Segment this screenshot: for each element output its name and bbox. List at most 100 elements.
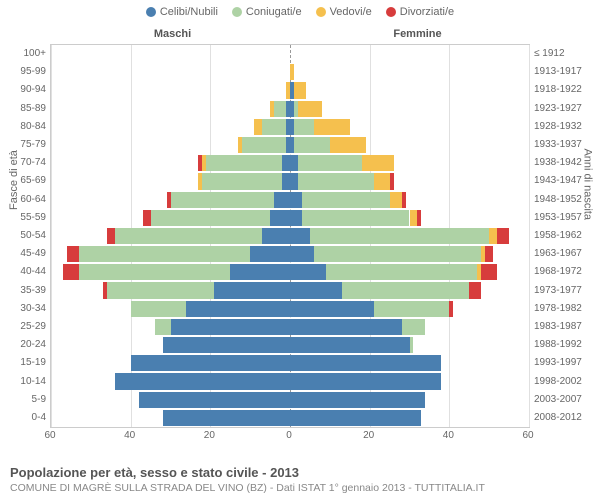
age-label: 60-64 (20, 192, 46, 208)
bar-segment-male (282, 155, 290, 171)
bar-segment-female (294, 137, 330, 153)
bar-segment-male (115, 373, 290, 389)
legend-swatch (316, 7, 326, 17)
bar-segment-male (107, 228, 115, 244)
bar-segment-female (485, 246, 493, 262)
pyramid-row: 30-341978-1982 (51, 300, 529, 318)
legend-label: Celibi/Nubili (160, 6, 218, 18)
bar-segment-male (274, 101, 286, 117)
bar-segment-male (214, 282, 290, 298)
bar-segment-female (342, 282, 469, 298)
legend-item: Celibi/Nubili (146, 6, 218, 18)
pyramid-row: 50-541958-1962 (51, 227, 529, 245)
pyramid-row: 0-42008-2012 (51, 409, 529, 427)
legend-label: Vedovi/e (330, 6, 372, 18)
birth-label: 1993-1997 (534, 355, 582, 371)
age-label: 65-69 (20, 173, 46, 189)
age-label: 75-79 (20, 137, 46, 153)
bar-segment-female (290, 282, 342, 298)
bar-segment-male (163, 410, 290, 426)
bar-segment-male (262, 119, 286, 135)
age-label: 80-84 (20, 119, 46, 135)
bar-segment-male (242, 137, 286, 153)
birth-label: 1913-1917 (534, 64, 582, 80)
bar-segment-female (449, 301, 453, 317)
birth-label: 2003-2007 (534, 392, 582, 408)
bar-segment-female (314, 246, 481, 262)
x-tick: 60 (44, 430, 55, 441)
bar-segment-male (103, 282, 107, 298)
age-label: 100+ (23, 46, 46, 62)
footer-title: Popolazione per età, sesso e stato civil… (10, 465, 590, 480)
footer: Popolazione per età, sesso e stato civil… (10, 465, 590, 494)
birth-label: 1923-1927 (534, 101, 582, 117)
bar-segment-female (290, 392, 425, 408)
x-tick: 60 (522, 430, 533, 441)
pyramid-row: 15-191993-1997 (51, 354, 529, 372)
bar-segment-female (310, 228, 489, 244)
birth-label: 1963-1967 (534, 246, 582, 262)
pyramid-row: 10-141998-2002 (51, 372, 529, 390)
bar-segment-male (155, 319, 171, 335)
bar-segment-male (171, 192, 275, 208)
legend-swatch (232, 7, 242, 17)
chart-container: Celibi/NubiliConiugati/eVedovi/eDivorzia… (0, 0, 600, 500)
x-tick: 20 (363, 430, 374, 441)
grid-line (529, 45, 530, 427)
pyramid-row: 35-391973-1977 (51, 281, 529, 299)
bar-segment-female (290, 410, 421, 426)
x-tick: 40 (124, 430, 135, 441)
bar-segment-female (326, 264, 477, 280)
bar-segment-male (198, 173, 202, 189)
age-label: 50-54 (20, 228, 46, 244)
pyramid-row: 60-641948-1952 (51, 191, 529, 209)
birth-label: 1918-1922 (534, 82, 582, 98)
bar-segment-female (298, 155, 362, 171)
bar-segment-male (262, 228, 290, 244)
bar-segment-male (63, 264, 79, 280)
birth-label: 1978-1982 (534, 301, 582, 317)
legend: Celibi/NubiliConiugati/eVedovi/eDivorzia… (0, 0, 600, 18)
bar-segment-female (374, 173, 390, 189)
bar-segment-male (186, 301, 290, 317)
x-tick: 20 (204, 430, 215, 441)
bar-segment-male (250, 246, 290, 262)
bar-segment-male (131, 355, 290, 371)
pyramid-row: 100+≤ 1912 (51, 45, 529, 63)
bar-segment-male (115, 228, 262, 244)
gender-headers: Maschi Femmine (50, 28, 540, 40)
bar-segment-female (290, 355, 441, 371)
bar-segment-female (290, 319, 402, 335)
bar-segment-male (79, 246, 250, 262)
bar-segment-female (298, 101, 322, 117)
y-axis-title-right: Anni di nascita (582, 148, 594, 220)
x-tick: 0 (286, 430, 292, 441)
pyramid-row: 40-441968-1972 (51, 263, 529, 281)
bar-segment-female (417, 210, 421, 226)
bar-segment-male (206, 155, 282, 171)
bar-segment-female (314, 119, 350, 135)
bar-segment-male (270, 210, 290, 226)
pyramid-row: 5-92003-2007 (51, 391, 529, 409)
birth-label: 2008-2012 (534, 410, 582, 426)
bar-segment-female (374, 301, 450, 317)
bar-segment-female (481, 264, 497, 280)
bar-segment-female (290, 337, 410, 353)
x-tick: 40 (443, 430, 454, 441)
x-axis: 6040200204060 (50, 430, 530, 444)
bar-segment-female (390, 192, 402, 208)
bar-segment-male (171, 319, 291, 335)
bar-segment-female (290, 246, 314, 262)
pyramid-row: 80-841928-1932 (51, 118, 529, 136)
birth-label: 1983-1987 (534, 319, 582, 335)
age-label: 0-4 (32, 410, 46, 426)
bar-segment-female (290, 210, 302, 226)
age-label: 70-74 (20, 155, 46, 171)
bar-segment-male (230, 264, 290, 280)
legend-label: Divorziati/e (400, 6, 454, 18)
bar-segment-male (282, 173, 290, 189)
bar-segment-male (198, 155, 202, 171)
plot-area: 100+≤ 191295-991913-191790-941918-192285… (50, 44, 530, 428)
age-label: 10-14 (20, 374, 46, 390)
bar-segment-female (290, 301, 374, 317)
